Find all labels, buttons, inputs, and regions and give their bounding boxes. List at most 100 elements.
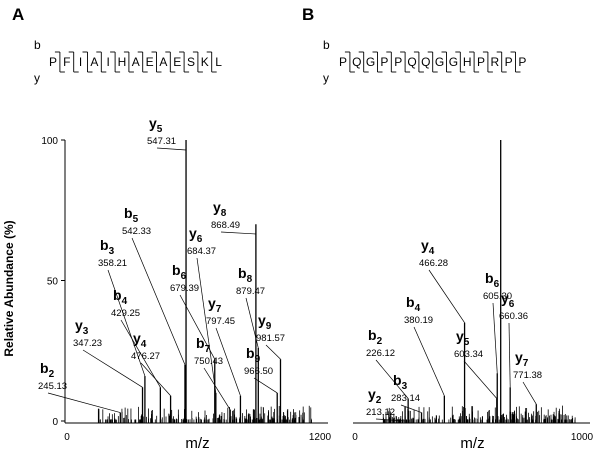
ion-label-y8: y8 (213, 199, 227, 219)
ion-label-b2: b2 (40, 360, 55, 380)
mz-label-b8: 879.47 (236, 286, 265, 297)
leader-y9 (265, 344, 281, 360)
mz-label-y6: 684.37 (187, 246, 216, 257)
mz-label-y8: 868.49 (211, 220, 240, 231)
ion-label-b5: b5 (124, 205, 139, 225)
mz-label-b4: 380.19 (404, 315, 433, 326)
ion-label-y7: y7 (208, 295, 222, 315)
residue: P (477, 55, 485, 69)
residue: Q (421, 55, 430, 69)
residue: S (187, 55, 195, 69)
residue: A (159, 55, 167, 69)
y-tick-label: 50 (47, 277, 59, 288)
panel-label: B (302, 5, 314, 24)
ion-label-b3: b3 (100, 237, 115, 257)
ion-label-b8: b8 (238, 265, 253, 285)
ion-label-y9: y9 (258, 312, 272, 332)
noise-peaks (97, 405, 312, 423)
residue: P (394, 55, 402, 69)
mz-label-y5: 603.34 (454, 349, 483, 360)
y-ion-marker: y (323, 71, 329, 85)
ion-label-b6: b6 (172, 262, 187, 282)
residue: P (380, 55, 388, 69)
leader-y5 (156, 147, 187, 151)
b-ion-marker: b (34, 38, 41, 52)
mz-label-b6: 605.30 (483, 291, 512, 302)
ion-label-y4: y4 (421, 237, 435, 257)
mz-label-b7: 750.43 (194, 356, 223, 367)
residue: R (490, 55, 499, 69)
mz-label-y3: 347.23 (73, 338, 102, 349)
mz-label-b6: 679.39 (170, 283, 199, 294)
ion-label-y6: y6 (501, 290, 515, 310)
ion-label-y5: y5 (149, 115, 163, 135)
ion-label-b4: b4 (406, 294, 421, 314)
residue: P (518, 55, 526, 69)
leader-b7 (203, 367, 231, 410)
residue: P (49, 55, 57, 69)
ion-label-b3: b3 (393, 372, 408, 392)
residue: Q (352, 55, 361, 69)
residue: L (215, 55, 222, 69)
mz-label-y2: 213.12 (366, 407, 395, 418)
ion-label-y5: y5 (456, 328, 470, 348)
ion-label-b6: b6 (485, 270, 500, 290)
ion-label-b2: b2 (368, 327, 383, 347)
mz-label-y7: 797.45 (206, 316, 235, 327)
mz-label-b9: 966.50 (244, 366, 273, 377)
leader-y6 (508, 322, 511, 388)
residue: G (435, 55, 444, 69)
leader-b9 (253, 377, 278, 394)
mz-label-b2: 226.12 (366, 348, 395, 359)
leader-y3 (82, 349, 143, 388)
leader-b4 (413, 326, 445, 396)
mz-label-y6: 660.36 (499, 311, 528, 322)
leader-b3 (400, 404, 422, 413)
b-ion-marker: b (323, 38, 330, 52)
leader-y8 (220, 231, 256, 235)
residue: A (132, 55, 140, 69)
leader-y2 (375, 418, 406, 422)
leader-b8 (245, 297, 259, 349)
ion-label-y3: y3 (75, 317, 89, 337)
mz-label-b2: 245.13 (38, 381, 67, 392)
mz-label-y4: 476.27 (131, 351, 160, 362)
x-tick-label: 0 (352, 432, 358, 443)
leader-y7 (215, 327, 241, 396)
ion-label-y7: y7 (515, 349, 529, 369)
leader-y4 (140, 362, 171, 396)
residue: K (201, 55, 209, 69)
y-tick-label: 100 (41, 136, 58, 147)
leader-b6 (179, 294, 216, 360)
residue: E (146, 55, 154, 69)
residue: Q (407, 55, 416, 69)
leader-b2 (375, 359, 409, 399)
x-axis-label: m/z (185, 435, 209, 452)
leader-b2 (47, 392, 121, 413)
residue: I (79, 55, 82, 69)
ion-label-y2: y2 (368, 386, 382, 406)
residue: P (505, 55, 513, 69)
leader-y7 (522, 381, 537, 405)
residue: H (118, 55, 127, 69)
residue: E (173, 55, 181, 69)
ion-label-b7: b7 (196, 335, 211, 355)
mz-label-y9: 981.57 (256, 333, 285, 344)
mz-label-b3: 358.21 (98, 258, 127, 269)
ion-label-y6: y6 (189, 225, 203, 245)
x-tick-label: 1000 (571, 432, 594, 443)
leader-y5 (463, 360, 498, 399)
residue: G (449, 55, 458, 69)
y-ion-marker: y (34, 71, 40, 85)
panel-label: A (12, 5, 24, 24)
residue: I (107, 55, 110, 69)
leader-y6 (196, 257, 217, 393)
ion-label-y4: y4 (133, 330, 147, 350)
mz-label-b3: 283.14 (391, 393, 420, 404)
mz-label-b5: 542.33 (122, 226, 151, 237)
leader-b3 (107, 269, 146, 377)
leader-b5 (131, 237, 186, 365)
